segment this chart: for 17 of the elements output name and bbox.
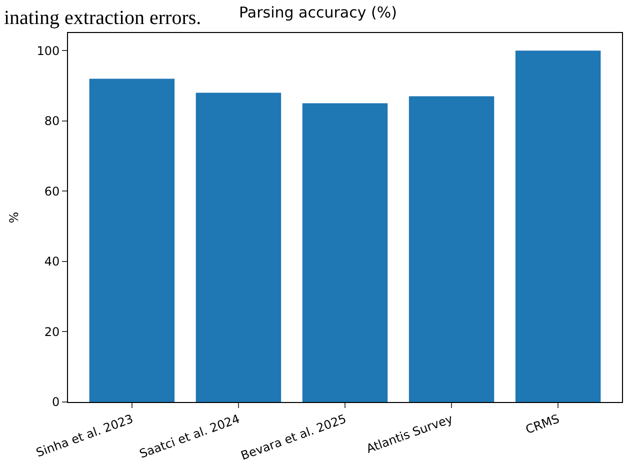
x-tick-label: Sinha et al. 2023 [34, 412, 135, 460]
y-tick-label: 80 [44, 114, 60, 128]
text: inating extraction errors. [4, 7, 202, 29]
y-tick-label: 60 [44, 184, 60, 198]
y-axis-title: % [6, 212, 21, 224]
y-tick-label: 0 [52, 395, 60, 410]
x-tick-label: Bevara et al. 2025 [239, 412, 348, 463]
bar [89, 78, 175, 402]
bar [515, 50, 601, 402]
bar [302, 103, 388, 402]
x-tick-label: CRMS [524, 412, 562, 437]
bar [408, 96, 494, 402]
chart-title: Parsing accuracy (%) [239, 4, 397, 22]
y-tick-label: 100 [36, 44, 60, 58]
y-tick-label: 20 [44, 324, 60, 339]
y-tick-label: 40 [44, 254, 60, 269]
bar [196, 92, 282, 402]
